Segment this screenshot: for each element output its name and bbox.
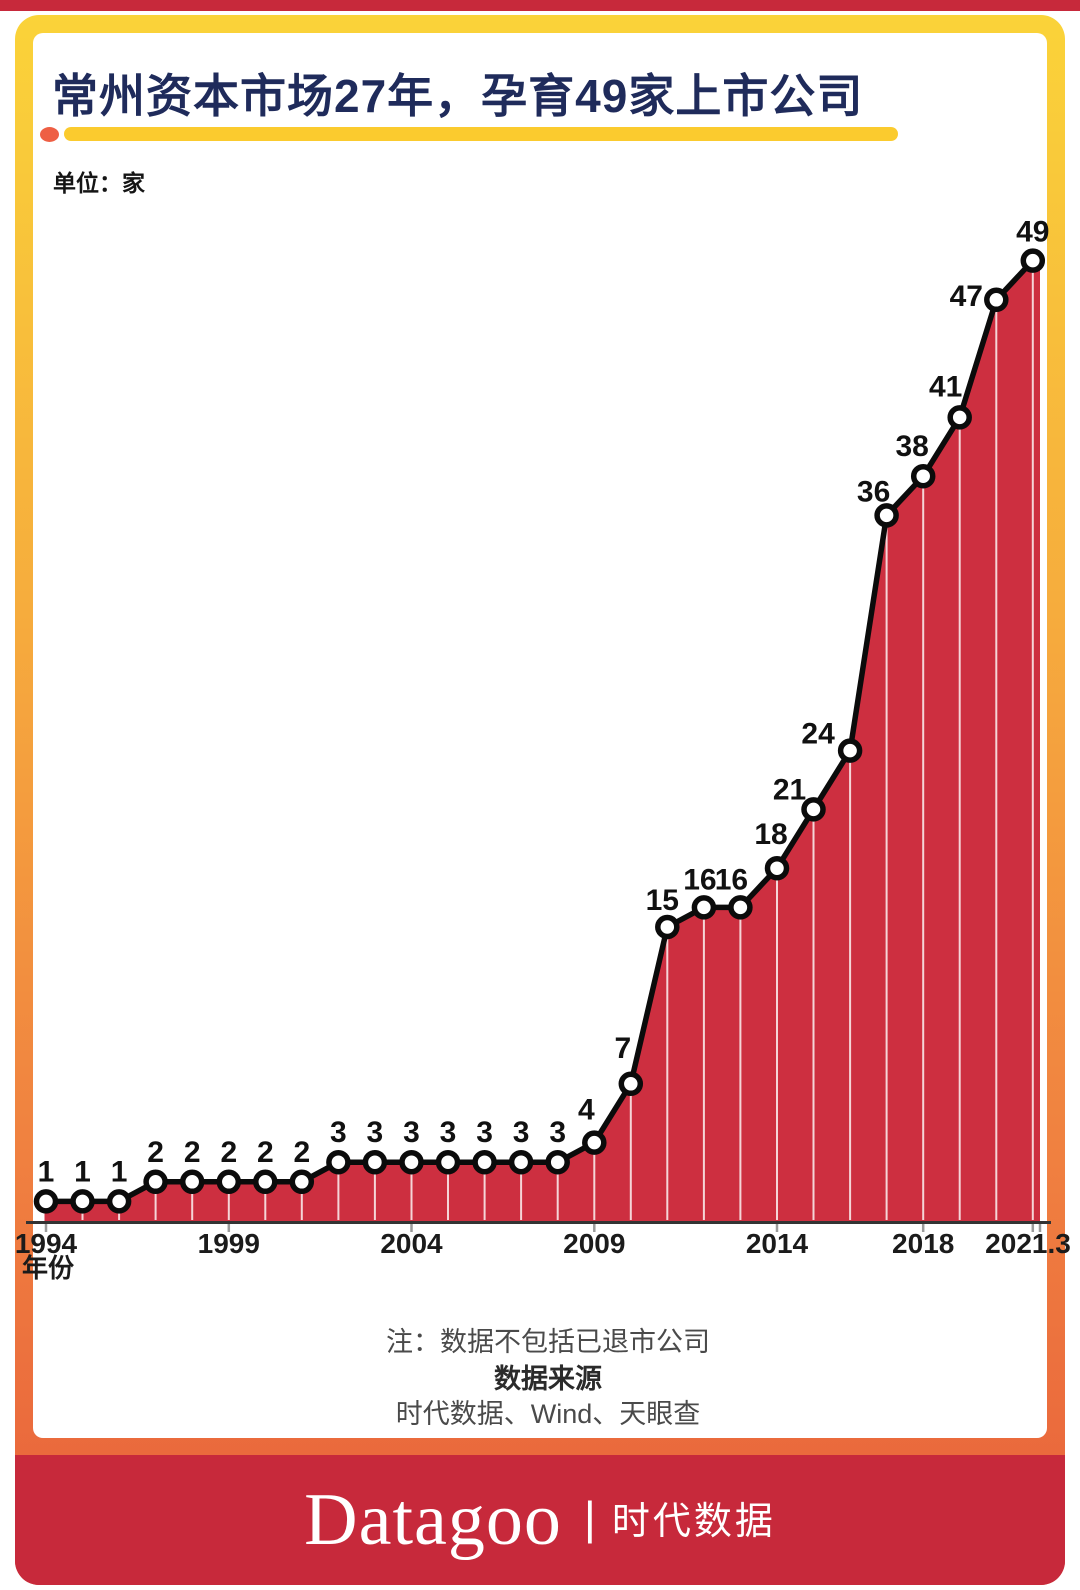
title-underline-dot [40,127,59,142]
data-source-text: 时代数据、Wind、天眼查 [395,1399,701,1429]
unit-label: 单位：家 [53,170,145,196]
top-red-strip [0,0,1080,11]
brand-logo-datagoo: Datagoo [304,1479,562,1561]
brand-logo-chinese: 时代数据 [611,1501,776,1543]
brand-banner: Datagoo | 时代数据 [15,1455,1065,1585]
chart-note: 注：数据不包括已退市公司 [386,1327,710,1357]
card-content-background [33,33,1047,1438]
brand-separator-bar: | [583,1492,596,1544]
title-underline-bar [64,127,898,141]
page-title: 常州资本市场27年，孕育49家上市公司 [52,70,864,122]
data-source-heading: 数据来源 [494,1364,602,1394]
